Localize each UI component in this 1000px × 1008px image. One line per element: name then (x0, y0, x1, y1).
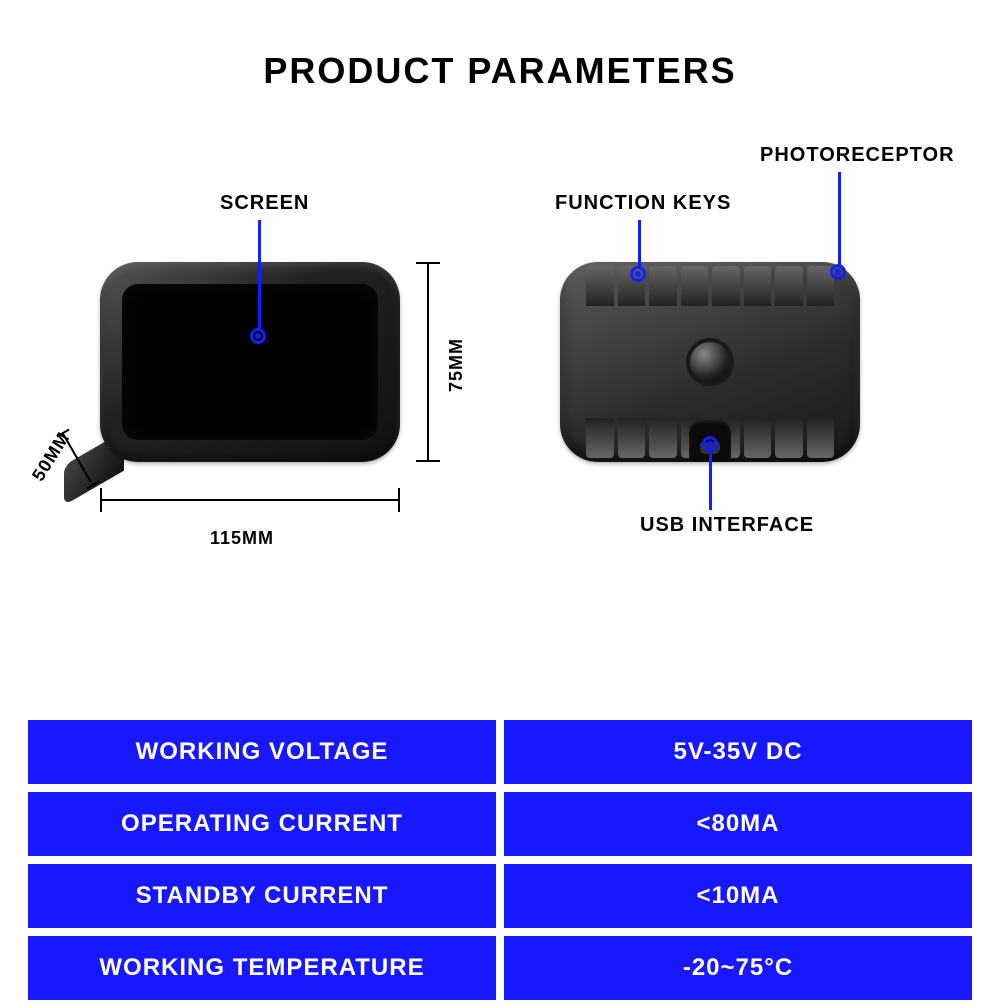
dim-width-text: 115MM (210, 528, 274, 549)
diagram-area: SCREEN 115MM 75MM 50MM FUNCTION KEYS PHO… (0, 132, 1000, 672)
spec-label: STANDBY CURRENT (28, 864, 496, 928)
spec-value: <80MA (504, 792, 972, 856)
callout-function-keys-label: FUNCTION KEYS (555, 192, 731, 215)
spec-row: STANDBY CURRENT <10MA (28, 864, 972, 928)
page-title: PRODUCT PARAMETERS (0, 0, 1000, 92)
lead-dot-photoreceptor (830, 264, 846, 280)
lead-line-screen (258, 220, 261, 330)
device-back-ribs-top (586, 266, 834, 306)
spec-value: <10MA (504, 864, 972, 928)
lead-dot-usb (702, 436, 718, 452)
device-back (560, 262, 860, 462)
device-back-lens (690, 342, 730, 382)
dim-width-line (100, 499, 400, 501)
lead-line-photoreceptor (838, 172, 841, 266)
lead-line-usb (709, 452, 712, 510)
spec-row: WORKING VOLTAGE 5V-35V DC (28, 720, 972, 784)
callout-usb-label: USB INTERFACE (640, 514, 814, 537)
callout-photoreceptor-label: PHOTORECEPTOR (760, 144, 955, 167)
spec-value: 5V-35V DC (504, 720, 972, 784)
spec-label: OPERATING CURRENT (28, 792, 496, 856)
dim-height-text: 75MM (446, 338, 467, 392)
spec-table: WORKING VOLTAGE 5V-35V DC OPERATING CURR… (28, 720, 972, 1008)
spec-value: -20~75°C (504, 936, 972, 1000)
dim-height-line (427, 262, 429, 462)
spec-row: OPERATING CURRENT <80MA (28, 792, 972, 856)
callout-screen-label: SCREEN (220, 192, 309, 215)
lead-line-function-keys (638, 220, 641, 268)
device-front (100, 262, 400, 462)
spec-label: WORKING VOLTAGE (28, 720, 496, 784)
lead-dot-function-keys (630, 266, 646, 282)
lead-dot-screen (250, 328, 266, 344)
spec-row: WORKING TEMPERATURE -20~75°C (28, 936, 972, 1000)
spec-label: WORKING TEMPERATURE (28, 936, 496, 1000)
